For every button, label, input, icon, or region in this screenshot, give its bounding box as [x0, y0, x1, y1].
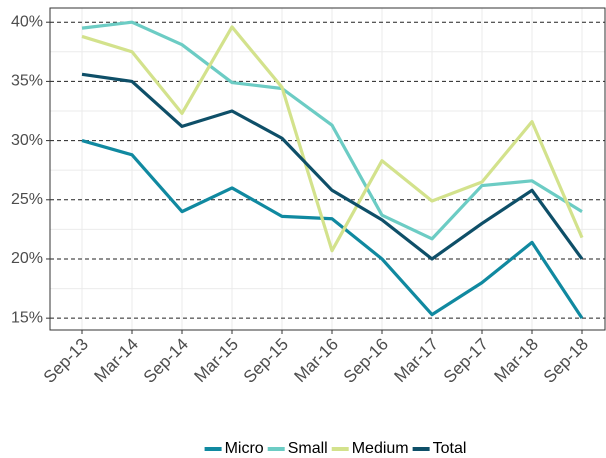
- x-tick-label: Mar-18: [490, 335, 542, 387]
- y-tick-label: 30%: [11, 132, 43, 149]
- x-tick-label: Mar-15: [190, 335, 242, 387]
- y-tick-label: 15%: [11, 309, 43, 326]
- y-tick-label: 20%: [11, 250, 43, 267]
- legend-label: Small: [288, 440, 328, 457]
- legend-label: Micro: [225, 440, 264, 457]
- x-tick-label: Mar-14: [90, 335, 142, 387]
- series-line: [81, 139, 584, 320]
- plot-border: [49, 7, 606, 331]
- y-tick-label: 25%: [11, 191, 43, 208]
- x-tick-label: Sep-18: [540, 335, 592, 387]
- series-line: [81, 20, 583, 241]
- y-tick-label: 40%: [11, 13, 43, 30]
- legend: Micro Small Medium Total: [204, 440, 467, 457]
- x-tick-label: Mar-16: [290, 335, 342, 387]
- legend-label: Medium: [352, 440, 409, 457]
- legend-label: Total: [433, 440, 467, 457]
- series-line: [81, 72, 584, 261]
- x-tick-label: Sep-14: [140, 335, 192, 387]
- x-tick-label: Sep-17: [440, 335, 492, 387]
- x-tick-label: Sep-16: [340, 335, 392, 387]
- series-line: [81, 25, 584, 253]
- x-tick-label: Sep-15: [240, 335, 292, 387]
- x-tick-label: Mar-17: [390, 335, 442, 387]
- y-tick-label: 35%: [11, 73, 43, 90]
- x-tick-label: Sep-13: [40, 335, 92, 387]
